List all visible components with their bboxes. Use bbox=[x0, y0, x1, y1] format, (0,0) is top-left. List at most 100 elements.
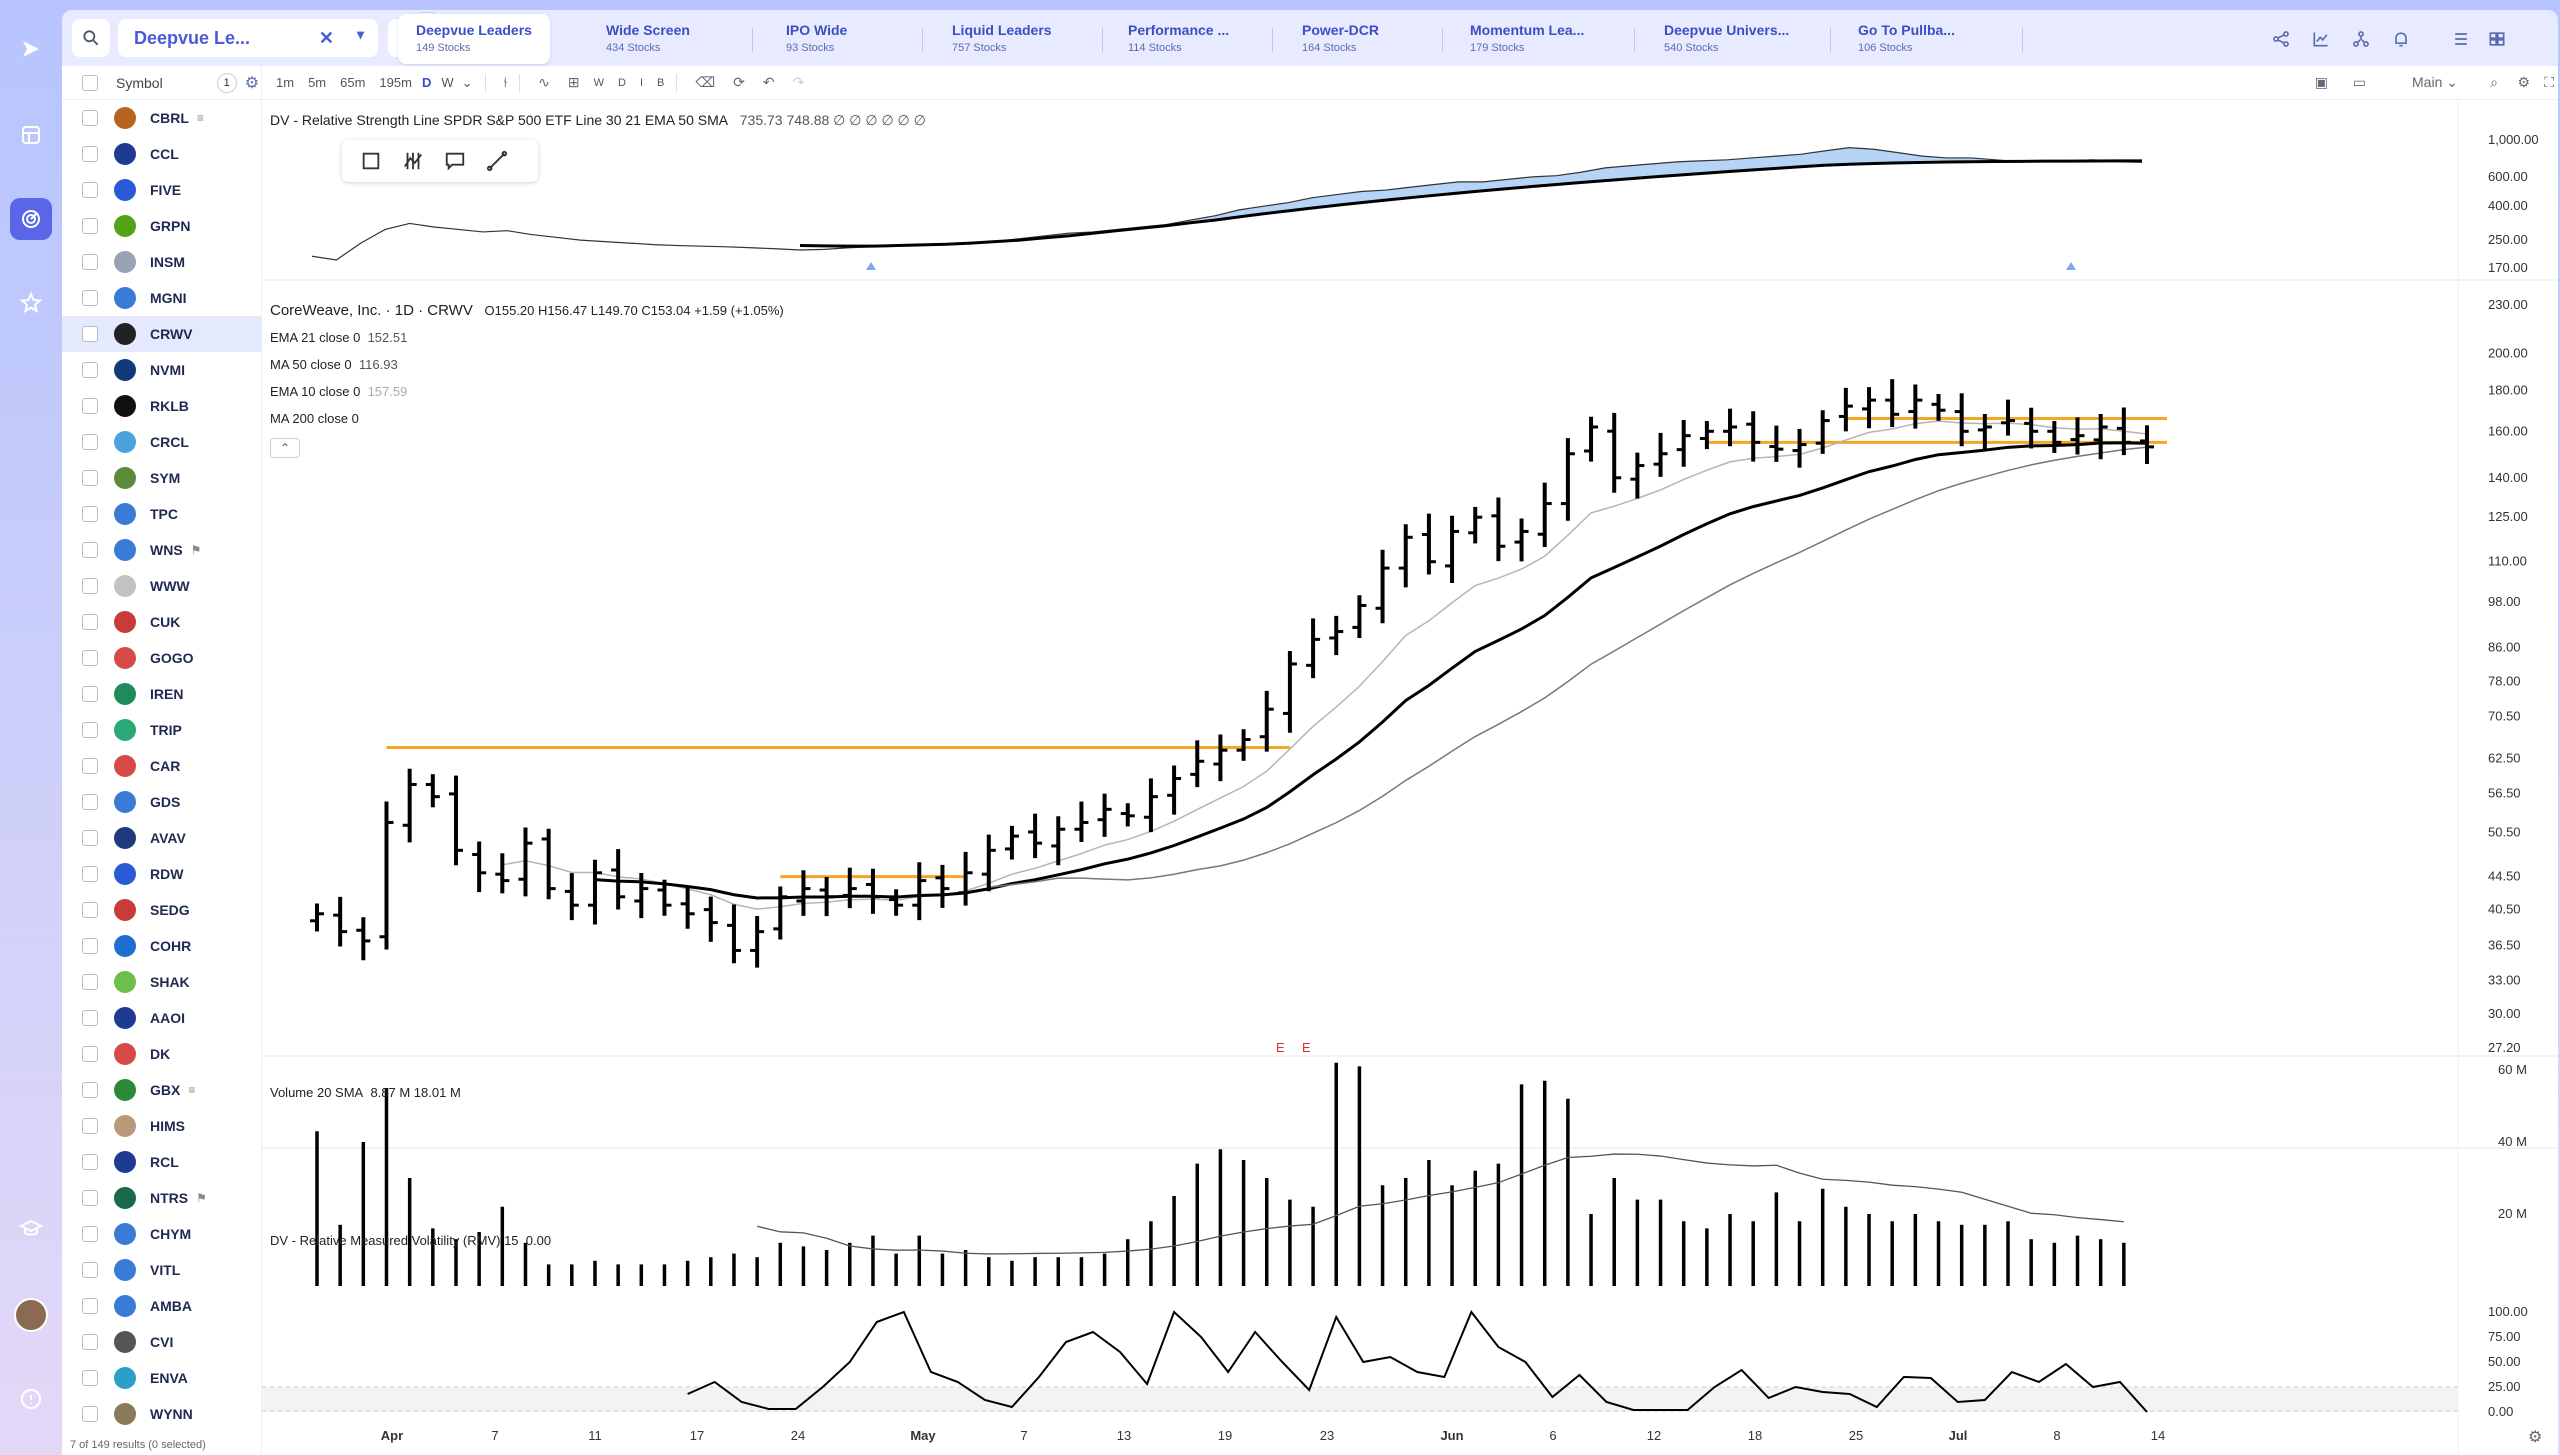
row-checkbox[interactable] bbox=[82, 578, 98, 594]
symbol-row[interactable]: COHR bbox=[62, 928, 262, 964]
tab-performance[interactable]: Performance ... 114 Stocks bbox=[1110, 14, 1247, 64]
symbol-row[interactable]: SEDG bbox=[62, 892, 262, 928]
row-checkbox[interactable] bbox=[82, 326, 98, 342]
settings-icon[interactable]: ⚙ bbox=[2517, 74, 2530, 90]
symbol-row[interactable]: RDW bbox=[62, 856, 262, 892]
interval-195m[interactable]: 195m bbox=[379, 75, 412, 90]
interval-w[interactable]: W bbox=[441, 75, 454, 90]
symbol-row[interactable]: CCL bbox=[62, 136, 262, 172]
interval-65m[interactable]: 65m bbox=[340, 75, 366, 90]
symbol-row[interactable]: RKLB bbox=[62, 388, 262, 424]
row-checkbox[interactable] bbox=[82, 1046, 98, 1062]
tab-power-dcr[interactable]: Power-DCR 164 Stocks bbox=[1284, 14, 1397, 64]
row-checkbox[interactable] bbox=[82, 1334, 98, 1350]
symbol-row[interactable]: TPC bbox=[62, 496, 262, 532]
tab-wide-screen[interactable]: Wide Screen 434 Stocks bbox=[588, 14, 708, 64]
row-checkbox[interactable] bbox=[82, 470, 98, 486]
symbol-row[interactable]: NVMI bbox=[62, 352, 262, 388]
symbol-row[interactable]: GRPN bbox=[62, 208, 262, 244]
symbol-row[interactable]: TRIP bbox=[62, 712, 262, 748]
row-checkbox[interactable] bbox=[82, 542, 98, 558]
row-checkbox[interactable] bbox=[82, 506, 98, 522]
gear-icon[interactable]: ⚙ bbox=[244, 74, 260, 92]
symbol-row[interactable]: CRCL bbox=[62, 424, 262, 460]
grid-view-icon[interactable] bbox=[2482, 24, 2512, 54]
layout-icon[interactable]: ▣ bbox=[2314, 74, 2328, 90]
symbol-row[interactable]: IREN bbox=[62, 676, 262, 712]
symbol-row[interactable]: ENVA bbox=[62, 1360, 262, 1396]
symbol-row[interactable]: INSM bbox=[62, 244, 262, 280]
symbol-row[interactable]: GOGO bbox=[62, 640, 262, 676]
row-checkbox[interactable] bbox=[82, 794, 98, 810]
interval-1m[interactable]: 1m bbox=[276, 75, 295, 90]
tab-liquid-leaders[interactable]: Liquid Leaders 757 Stocks bbox=[934, 14, 1070, 64]
symbol-row[interactable]: CRWV bbox=[62, 316, 262, 352]
undo-icon[interactable]: ↶ bbox=[762, 74, 775, 90]
row-checkbox[interactable] bbox=[82, 146, 98, 162]
symbol-row[interactable]: CHYM bbox=[62, 1216, 262, 1252]
tab-go-to-pullback[interactable]: Go To Pullba... 106 Stocks bbox=[1840, 14, 1973, 64]
symbol-row[interactable]: CBRL ≡ bbox=[62, 100, 262, 136]
row-checkbox[interactable] bbox=[82, 1406, 98, 1422]
row-checkbox[interactable] bbox=[82, 1370, 98, 1386]
symbol-row[interactable]: AAOI bbox=[62, 1000, 262, 1036]
row-checkbox[interactable] bbox=[82, 1010, 98, 1026]
bell-icon[interactable] bbox=[2386, 24, 2416, 54]
row-checkbox[interactable] bbox=[82, 398, 98, 414]
fib-tool-icon[interactable] bbox=[400, 148, 426, 174]
row-checkbox[interactable] bbox=[82, 434, 98, 450]
symbol-row[interactable]: FIVE bbox=[62, 172, 262, 208]
row-checkbox[interactable] bbox=[82, 182, 98, 198]
period-i[interactable]: I bbox=[639, 76, 643, 89]
charts-icon[interactable] bbox=[10, 198, 52, 240]
symbol-row[interactable]: WYNN bbox=[62, 1396, 262, 1432]
symbol-row[interactable]: CVI bbox=[62, 1324, 262, 1360]
help-icon[interactable] bbox=[10, 1378, 52, 1420]
share-icon[interactable] bbox=[2266, 24, 2296, 54]
tab-deepvue-leaders[interactable]: Deepvue Leaders 149 Stocks bbox=[398, 14, 550, 64]
row-checkbox[interactable] bbox=[82, 614, 98, 630]
symbol-row[interactable]: NTRS ⚑ bbox=[62, 1180, 262, 1216]
row-checkbox[interactable] bbox=[82, 650, 98, 666]
row-checkbox[interactable] bbox=[82, 218, 98, 234]
row-checkbox[interactable] bbox=[82, 1118, 98, 1134]
row-checkbox[interactable] bbox=[82, 110, 98, 126]
chart-area[interactable]: 1,000.00 600.00 400.00 250.00 170.00 230.00 20… bbox=[262, 100, 2558, 1455]
callout-tool-icon[interactable] bbox=[442, 148, 468, 174]
interval-dropdown-icon[interactable]: ⌄ bbox=[461, 74, 473, 90]
templates-icon[interactable]: ⊞ bbox=[567, 74, 580, 90]
bar-style-icon[interactable]: ⫮ bbox=[503, 74, 508, 90]
avatar[interactable] bbox=[14, 1298, 48, 1332]
symbol-row[interactable]: GDS bbox=[62, 784, 262, 820]
collapse-legend-button[interactable]: ⌃ bbox=[270, 438, 300, 458]
symbol-row[interactable]: WNS ⚑ bbox=[62, 532, 262, 568]
logo-icon[interactable] bbox=[10, 28, 52, 70]
fullscreen-icon[interactable]: ⛶ bbox=[2544, 74, 2554, 90]
row-checkbox[interactable] bbox=[82, 1298, 98, 1314]
folder-icon[interactable]: ▭ bbox=[2352, 74, 2366, 90]
row-checkbox[interactable] bbox=[82, 362, 98, 378]
chart-type-icon[interactable] bbox=[2306, 24, 2336, 54]
interval-5m[interactable]: 5m bbox=[308, 75, 327, 90]
zoom-icon[interactable]: ⌕ bbox=[2490, 74, 2498, 90]
chart-canvas[interactable]: 1,000.00600.00400.00250.00170.00230.0020… bbox=[262, 100, 2558, 1455]
row-checkbox[interactable] bbox=[82, 686, 98, 702]
row-checkbox[interactable] bbox=[82, 866, 98, 882]
learn-icon[interactable] bbox=[10, 1208, 52, 1250]
row-checkbox[interactable] bbox=[82, 1262, 98, 1278]
symbol-row[interactable]: SHAK bbox=[62, 964, 262, 1000]
watchlist-select[interactable]: Deepvue Le... ✕ ▾ bbox=[118, 19, 378, 57]
row-checkbox[interactable] bbox=[82, 1226, 98, 1242]
symbol-row[interactable]: WWW bbox=[62, 568, 262, 604]
row-checkbox[interactable] bbox=[82, 1190, 98, 1206]
symbol-row[interactable]: AVAV bbox=[62, 820, 262, 856]
period-d[interactable]: D bbox=[617, 76, 626, 89]
period-b[interactable]: B bbox=[657, 76, 665, 89]
row-checkbox[interactable] bbox=[82, 290, 98, 306]
search-button[interactable] bbox=[72, 19, 110, 57]
select-all-checkbox[interactable] bbox=[82, 74, 98, 91]
period-w[interactable]: W bbox=[593, 76, 604, 89]
tab-deepvue-universe[interactable]: Deepvue Univers... 540 Stocks bbox=[1646, 14, 1807, 64]
row-checkbox[interactable] bbox=[82, 254, 98, 270]
symbol-row[interactable]: GBX ≡ bbox=[62, 1072, 262, 1108]
